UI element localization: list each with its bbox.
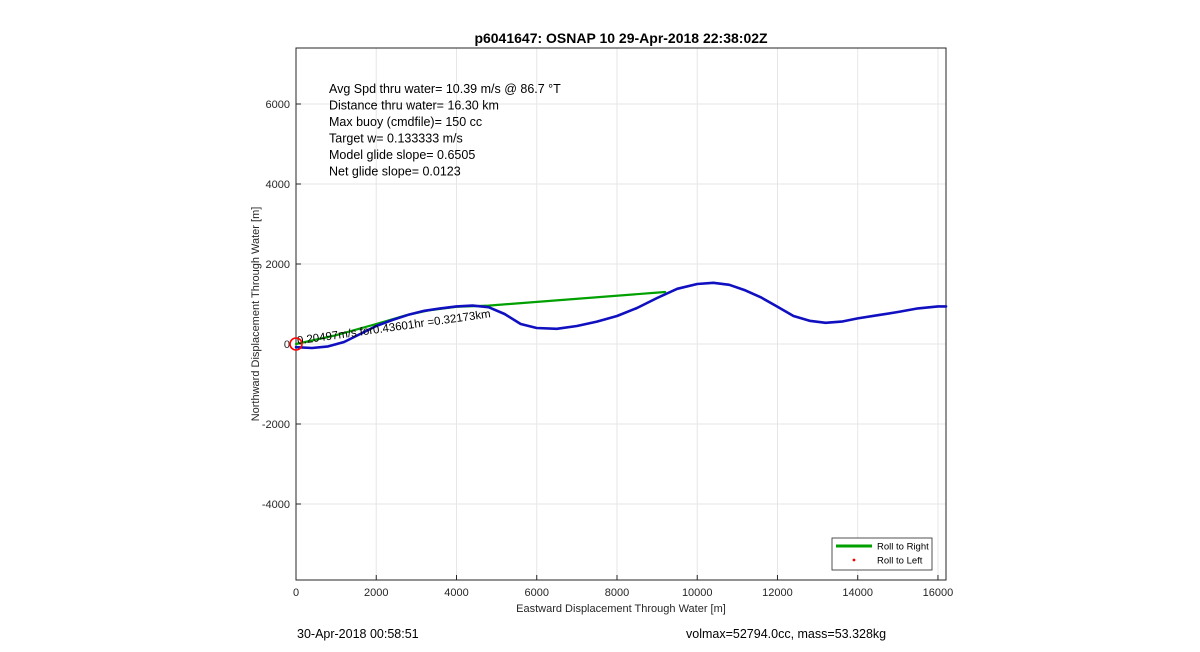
x-tick-label: 16000: [923, 587, 954, 599]
axes: 0 2000 4000 6000 8000 10000 12000 14000 16000 -40…: [262, 99, 953, 599]
stats-line: Avg Spd thru water= 10.39 m/s @ 86.7 °T: [329, 82, 561, 96]
y-tick-label: 0: [284, 339, 290, 351]
stats-line: Net glide slope= 0.0123: [329, 165, 461, 179]
y-tick-label: 4000: [266, 179, 290, 191]
x-tick-label: 8000: [605, 587, 629, 599]
y-tick-label: -2000: [262, 419, 290, 431]
legend-label-roll-left: Roll to Left: [877, 556, 923, 567]
stats-line: Target w= 0.133333 m/s: [329, 132, 463, 146]
x-tick-label: 12000: [762, 587, 793, 599]
y-axis-label: Northward Displacement Through Water [m]: [250, 207, 262, 422]
segment-annotation: 0.20497m/s for0.43601hr =0.32173km: [296, 308, 491, 347]
x-tick-label: 4000: [444, 587, 468, 599]
legend: Roll to Right Roll to Left: [831, 537, 933, 571]
series-layer: 0.20497m/s for0.43601hr =0.32173km: [289, 281, 948, 351]
footer-volmax-mass: volmax=52794.0cc, mass=53.328kg: [686, 627, 887, 641]
x-tick-label: 14000: [842, 587, 873, 599]
plot-area: [295, 47, 947, 581]
stats-line: Distance thru water= 16.30 km: [329, 99, 499, 113]
legend-box: [831, 537, 933, 571]
stats-line: Model glide slope= 0.6505: [329, 148, 475, 162]
x-tick-label: 2000: [364, 587, 388, 599]
y-tick-label: -4000: [262, 499, 290, 511]
x-tick-label: 6000: [524, 587, 548, 599]
stats-block: Avg Spd thru water= 10.39 m/s @ 86.7 °T D…: [329, 82, 561, 179]
x-tick-label: 10000: [682, 587, 713, 599]
y-tick-label: 6000: [266, 99, 290, 111]
series-line-dive-track: [294, 281, 948, 350]
legend-label-roll-right: Roll to Right: [877, 542, 929, 553]
stats-line: Max buoy (cmdfile)= 150 cc: [329, 115, 482, 129]
chart-title: p6041647: OSNAP 10 29-Apr-2018 22:38:02Z: [474, 30, 768, 46]
footer-timestamp: 30-Apr-2018 00:58:51: [297, 627, 419, 641]
start-marker: [289, 337, 303, 351]
x-tick-label: 0: [293, 587, 299, 599]
legend-swatch-roll-left: [852, 558, 856, 562]
y-tick-label: 2000: [266, 259, 290, 271]
x-axis-label: Eastward Displacement Through Water [m]: [516, 603, 726, 615]
grid: [295, 48, 946, 580]
